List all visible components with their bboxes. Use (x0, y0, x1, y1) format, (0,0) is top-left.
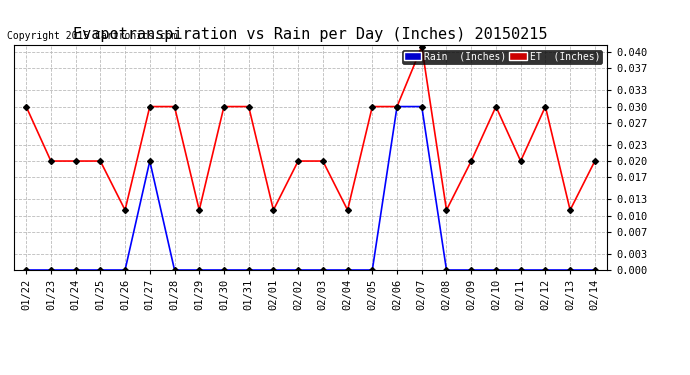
Text: Copyright 2015 Cartronics.com: Copyright 2015 Cartronics.com (7, 32, 177, 41)
Title: Evapotranspiration vs Rain per Day (Inches) 20150215: Evapotranspiration vs Rain per Day (Inch… (73, 27, 548, 42)
Legend: Rain  (Inches), ET  (Inches): Rain (Inches), ET (Inches) (402, 50, 602, 64)
